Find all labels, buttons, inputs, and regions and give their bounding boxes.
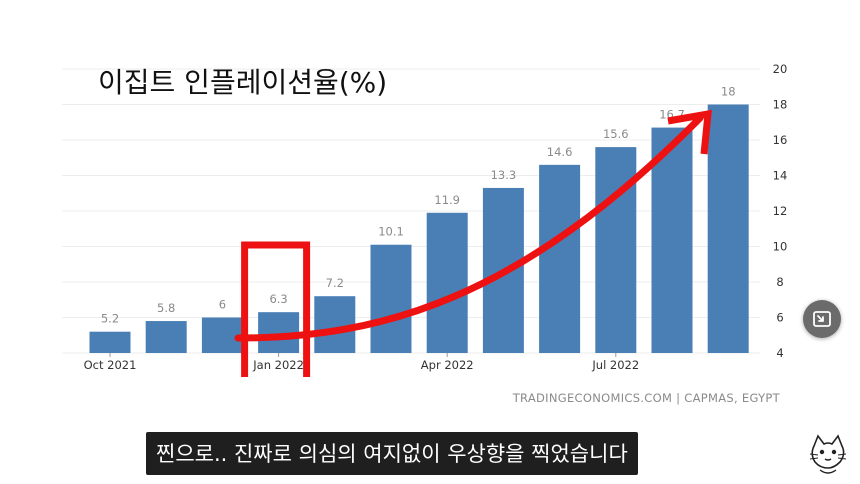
- highlight-box: [241, 241, 311, 377]
- bar: [426, 212, 468, 353]
- y-tick-label: 8: [776, 275, 783, 289]
- y-tick-label: 12: [773, 204, 788, 218]
- exit-fullscreen-icon: [813, 311, 831, 327]
- x-tick-label: Jan 2022: [252, 358, 304, 372]
- y-tick-label: 6: [776, 311, 783, 325]
- annotations: [234, 109, 712, 377]
- trend-arrow-head: [667, 109, 712, 155]
- bars: [89, 104, 749, 353]
- bar: [370, 244, 412, 353]
- bar: [651, 127, 693, 353]
- data-label: 7.2: [326, 276, 344, 290]
- x-tick-label: Jul 2022: [591, 358, 639, 372]
- y-tick-label: 16: [773, 133, 788, 147]
- bar: [539, 164, 581, 353]
- data-label: 5.8: [157, 301, 175, 315]
- y-tick-label: 4: [776, 346, 783, 360]
- exit-fullscreen-button[interactable]: [803, 300, 841, 338]
- source-label: TRADINGECONOMICS.COM | CAPMAS, EGYPT: [512, 391, 781, 405]
- data-label: 13.3: [491, 168, 517, 182]
- y-axis: 4 6 8 10 12 14 16 18 20: [773, 62, 788, 360]
- bar: [595, 147, 637, 353]
- bar: [145, 321, 187, 353]
- trend-arrow-line: [234, 114, 704, 342]
- data-label: 15.6: [603, 127, 629, 141]
- data-label: 14.6: [547, 145, 573, 159]
- x-tick-label: Oct 2021: [84, 358, 137, 372]
- y-tick-label: 20: [773, 62, 788, 76]
- data-label: 5.2: [101, 312, 119, 326]
- bar: [314, 296, 356, 353]
- y-tick-label: 10: [773, 240, 788, 254]
- data-label: 6: [219, 298, 226, 312]
- bar: [707, 104, 749, 353]
- cat-mascot-icon: [806, 432, 850, 476]
- y-tick-label: 14: [773, 169, 788, 183]
- grid-lines: [62, 68, 760, 354]
- x-tick-label: Apr 2022: [421, 358, 474, 372]
- video-subtitle: 찐으로.. 진짜로 의심의 여지없이 우상향을 찍었습니다: [146, 432, 638, 475]
- data-label: 10.1: [378, 225, 404, 239]
- bar: [89, 331, 131, 353]
- x-axis: Oct 2021 Jan 2022 Apr 2022 Jul 2022: [84, 353, 639, 372]
- data-label: 6.3: [269, 292, 287, 306]
- y-tick-label: 18: [773, 98, 788, 112]
- chart-title: 이집트 인플레이션율(%): [98, 66, 387, 99]
- data-label: 18: [721, 85, 736, 99]
- data-label: 11.9: [434, 193, 460, 207]
- data-labels: 5.25.8 6 6.37.210.111.913.314.615.616.718: [101, 85, 736, 326]
